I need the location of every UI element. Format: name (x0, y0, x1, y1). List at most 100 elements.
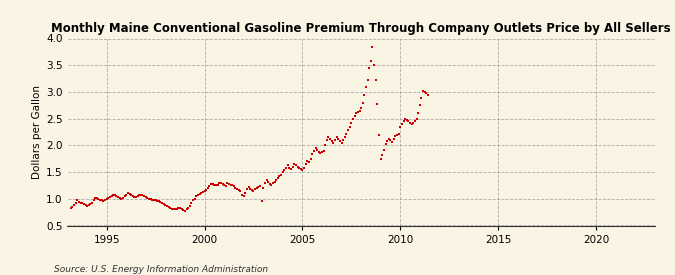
Point (191, 194, 202, 198)
Point (251, 186, 262, 190)
Point (209, 183, 219, 187)
Point (331, 135, 342, 139)
Point (289, 162, 300, 166)
Point (273, 176, 284, 181)
Point (230, 186, 241, 190)
Point (372, 101, 383, 106)
Point (211, 183, 221, 188)
Point (189, 197, 200, 201)
Title: Monthly Maine Conventional Gasoline Premium Through Company Outlets Price by All: Monthly Maine Conventional Gasoline Prem… (51, 21, 671, 35)
Point (175, 206, 186, 211)
Point (346, 121, 356, 125)
Y-axis label: Dollars per Gallon: Dollars per Gallon (32, 85, 42, 179)
Point (167, 207, 178, 211)
Point (178, 208, 189, 212)
Point (387, 139, 398, 144)
Point (109, 193, 120, 197)
Point (398, 119, 409, 123)
Point (117, 196, 128, 200)
Point (395, 125, 406, 129)
Point (305, 156, 316, 161)
Point (204, 184, 215, 189)
Point (80, 203, 91, 207)
Point (286, 167, 296, 172)
Point (114, 196, 125, 200)
Point (186, 200, 197, 205)
Point (261, 178, 272, 182)
Point (235, 189, 246, 194)
Point (183, 206, 194, 210)
Point (359, 92, 370, 97)
Point (157, 200, 167, 205)
Point (248, 189, 259, 194)
Point (243, 185, 254, 189)
Point (394, 131, 404, 136)
Point (220, 184, 231, 188)
Point (155, 200, 166, 204)
Point (383, 137, 394, 141)
Text: Source: U.S. Energy Information Administration: Source: U.S. Energy Information Administ… (54, 265, 268, 274)
Point (341, 131, 352, 136)
Point (279, 168, 290, 173)
Point (192, 193, 203, 197)
Point (152, 199, 163, 203)
Point (369, 63, 379, 67)
Point (101, 197, 112, 202)
Point (70, 200, 81, 205)
Point (184, 204, 195, 208)
Point (340, 135, 350, 139)
Point (122, 191, 133, 196)
Point (225, 183, 236, 187)
Point (100, 198, 111, 203)
Point (400, 116, 410, 121)
Point (150, 198, 161, 203)
Point (365, 59, 376, 64)
Point (181, 207, 192, 212)
Point (173, 206, 184, 210)
Point (390, 134, 401, 139)
Point (65, 206, 76, 210)
Point (418, 89, 429, 93)
Point (78, 202, 89, 206)
Point (93, 197, 104, 202)
Point (180, 208, 190, 213)
Point (214, 181, 225, 186)
Point (111, 194, 122, 198)
Point (419, 90, 430, 94)
Point (74, 200, 84, 204)
Point (402, 117, 412, 122)
Point (223, 182, 234, 186)
Point (396, 122, 407, 126)
Point (134, 193, 144, 197)
Point (274, 174, 285, 178)
Point (69, 203, 80, 207)
Point (126, 193, 136, 197)
Point (298, 166, 309, 170)
Point (320, 143, 331, 148)
Point (310, 146, 321, 150)
Point (215, 181, 226, 185)
Point (284, 166, 295, 170)
Point (313, 150, 324, 154)
Point (250, 187, 261, 191)
Point (328, 141, 339, 145)
Point (276, 172, 287, 177)
Point (385, 138, 396, 142)
Point (263, 180, 273, 184)
Point (336, 141, 347, 145)
Point (199, 189, 210, 193)
Point (82, 204, 92, 208)
Point (259, 181, 270, 185)
Point (377, 153, 387, 157)
Point (371, 78, 381, 82)
Point (217, 182, 228, 186)
Point (238, 194, 249, 198)
Point (222, 181, 233, 185)
Point (364, 66, 375, 70)
Point (338, 138, 348, 142)
Point (98, 199, 109, 203)
Point (267, 181, 278, 185)
Point (75, 200, 86, 205)
Point (116, 197, 127, 201)
Point (159, 201, 169, 206)
